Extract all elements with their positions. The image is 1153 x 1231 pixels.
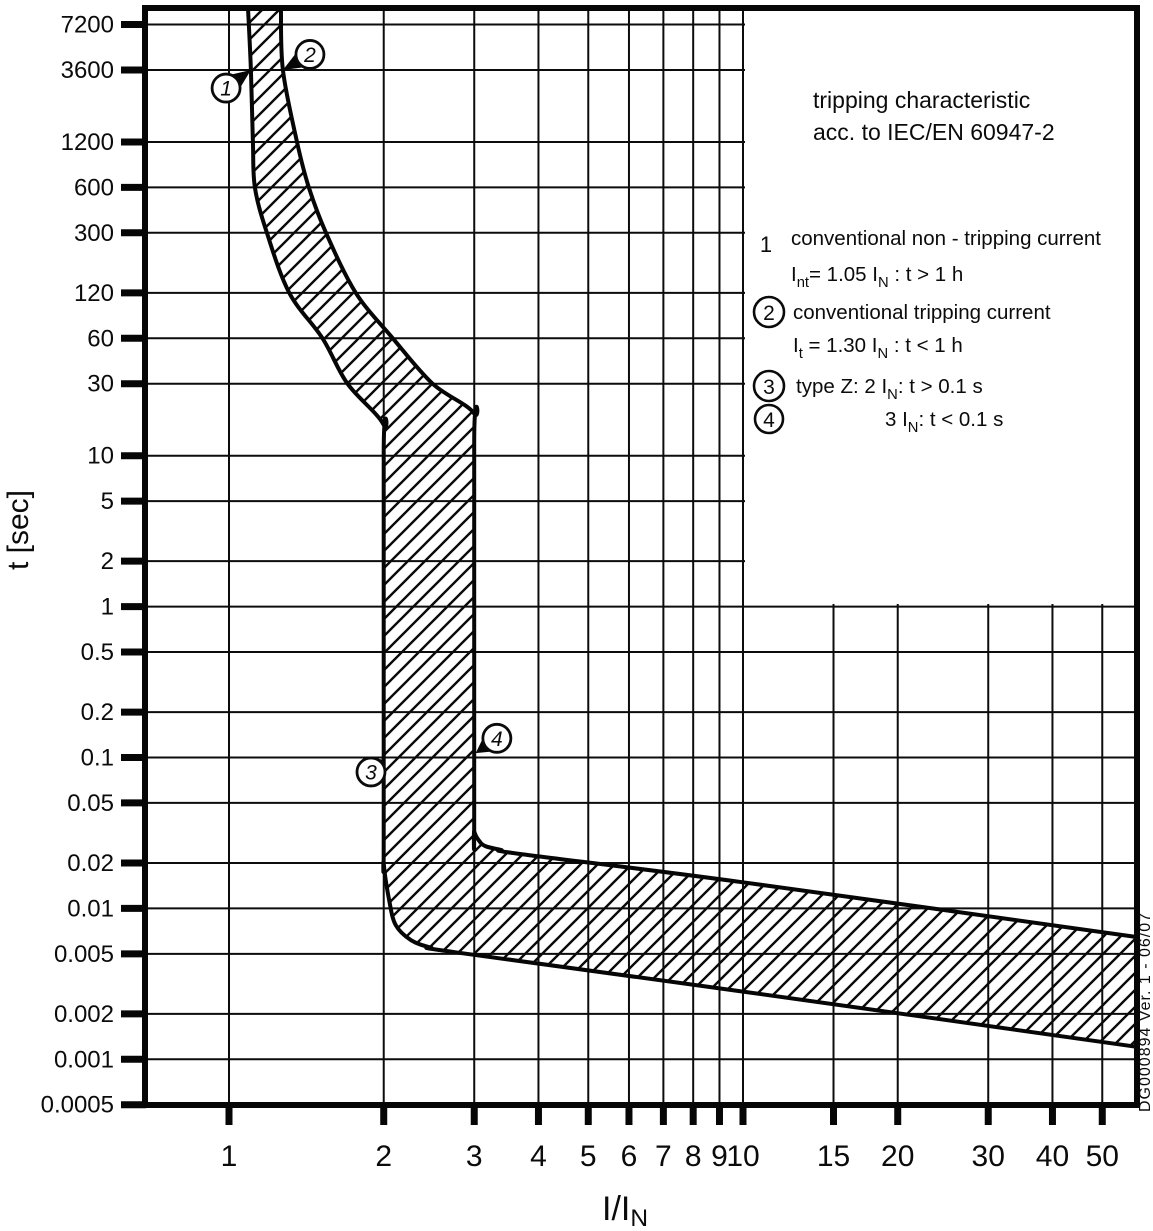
marker-circle xyxy=(294,39,326,70)
y-tick-label: 1 xyxy=(101,594,114,621)
x-tick-label: 20 xyxy=(881,1140,914,1173)
x-axis-title: I/IN xyxy=(602,1190,648,1231)
document-id-watermark: DG000894 Ver. 1 - 06/07 xyxy=(1137,912,1153,1112)
y-tick-label: 0.1 xyxy=(81,745,114,772)
marker-circle xyxy=(481,722,513,754)
note-text: type Z: 2 IN: t > 0.1 s xyxy=(796,375,983,403)
note-number-circle xyxy=(752,369,786,403)
note-number: 3 xyxy=(763,376,775,399)
marker-pointer xyxy=(282,53,305,70)
note-text: 3 IN: t < 0.1 s xyxy=(885,408,1003,436)
y-tick-label: 0.005 xyxy=(54,941,114,968)
y-tick-label: 3600 xyxy=(61,57,114,84)
y-tick-label: 300 xyxy=(74,220,114,247)
note-text: conventional non - tripping current xyxy=(791,227,1101,250)
x-tick-label: 5 xyxy=(580,1140,597,1173)
x-tick-label: 6 xyxy=(621,1140,638,1173)
x-tick-label: 40 xyxy=(1036,1140,1069,1173)
note-number-circle xyxy=(752,295,786,329)
x-tick-label: 1 xyxy=(221,1140,238,1173)
tick-marks xyxy=(121,21,1106,1125)
plot-border xyxy=(142,5,1140,1108)
legend-title-line: tripping characteristic xyxy=(813,87,1030,113)
note-text: Int= 1.05 IN : t > 1 h xyxy=(791,263,963,291)
y-tick-label: 0.001 xyxy=(54,1046,114,1073)
note-number: 1 xyxy=(760,232,772,257)
y-tick-label: 1200 xyxy=(61,129,114,156)
y-tick-label: 0.05 xyxy=(67,790,114,817)
marker-number: 1 xyxy=(220,78,232,101)
y-tick-label: 5 xyxy=(101,488,114,515)
y-tick-label: 2 xyxy=(101,548,114,575)
x-tick-label: 30 xyxy=(972,1140,1005,1173)
y-tick-label: 30 xyxy=(87,371,114,398)
y-axis-title: t [sec] xyxy=(2,490,35,570)
y-tick-label: 0.02 xyxy=(67,850,114,877)
note-number-circle xyxy=(753,403,785,435)
legend: tripping characteristic acc. to IEC/EN 60… xyxy=(752,87,1101,436)
y-tick-labels: 7200 3600 1200 600 300 120 60 30 10 5 2 1 0.5 0.2 0.1 0… xyxy=(41,12,114,1119)
note-number: 2 xyxy=(763,302,775,325)
y-tick-label: 60 xyxy=(87,325,114,352)
x-tick-label: 8 xyxy=(685,1140,702,1173)
curve-markers: 1 2 3 4 xyxy=(210,39,513,788)
x-tick-label: 7 xyxy=(655,1140,672,1173)
y-tick-label: 10 xyxy=(87,443,114,470)
y-tick-label: 7200 xyxy=(61,12,114,39)
marker-circle xyxy=(210,72,242,104)
x-tick-label: 2 xyxy=(375,1140,392,1173)
x-tick-label: 9 xyxy=(711,1140,728,1173)
legend-title-line: acc. to IEC/EN 60947-2 xyxy=(813,119,1055,145)
note-text: It = 1.30 IN : t < 1 h xyxy=(793,334,963,362)
x-tick-label: 10 xyxy=(726,1140,759,1173)
y-tick-label: 600 xyxy=(74,174,114,201)
note-number: 4 xyxy=(763,409,775,432)
marker-number: 2 xyxy=(303,44,316,67)
y-tick-label: 0.01 xyxy=(67,895,114,922)
marker-pointer xyxy=(230,70,251,88)
y-tick-label: 0.0005 xyxy=(41,1092,114,1119)
marker-circle xyxy=(355,756,387,788)
x-tick-label: 4 xyxy=(530,1140,547,1173)
x-tick-label: 50 xyxy=(1086,1140,1119,1173)
y-tick-label: 120 xyxy=(74,280,114,307)
marker-number: 4 xyxy=(491,728,503,751)
marker-number: 3 xyxy=(365,761,377,784)
y-tick-label: 0.5 xyxy=(81,639,114,666)
note-text: conventional tripping current xyxy=(793,301,1051,324)
x-tick-label: 15 xyxy=(817,1140,850,1173)
y-tick-label: 0.2 xyxy=(81,699,114,726)
x-tick-label: 3 xyxy=(466,1140,483,1173)
legend-box xyxy=(745,11,1134,604)
y-tick-label: 0.002 xyxy=(54,1001,114,1028)
tolerance-band-area xyxy=(246,8,1137,1049)
tolerance-band xyxy=(246,8,1137,1049)
x-tick-labels: 1 2 3 4 5 6 7 8 910 15 20 30 40 50 xyxy=(221,1140,1119,1173)
